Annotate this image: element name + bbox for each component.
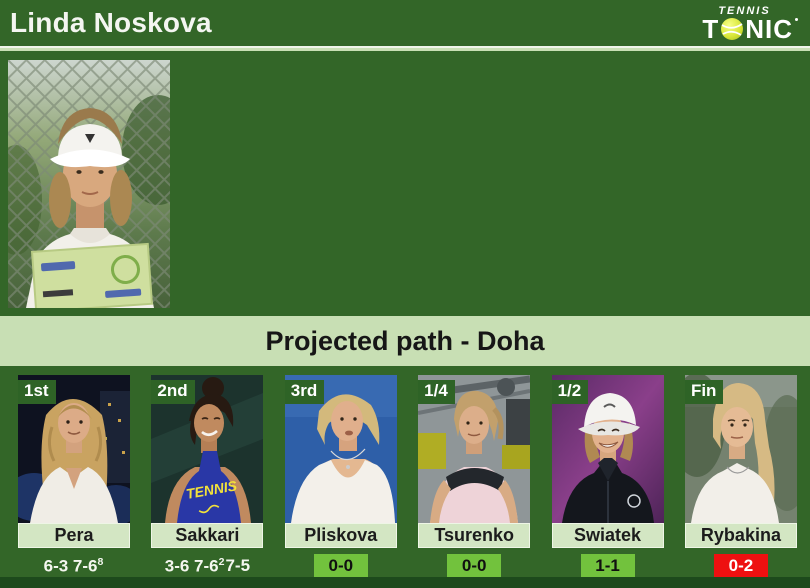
projected-path-cards: 1st Pera 6-3 7-68 — [0, 375, 810, 581]
h2h-record: 1-1 — [580, 554, 635, 578]
bottom-strip — [0, 577, 810, 588]
h2h-record: 0-0 — [447, 554, 502, 578]
header-divider — [0, 46, 810, 51]
h2h-record: 0-0 — [313, 554, 368, 578]
round-label: 1/2 — [551, 380, 589, 404]
opponent-card-rybakina: Fin Rybakina 0-2 — [684, 375, 797, 581]
trademark-dot — [795, 18, 798, 21]
result-row: 0-0 — [418, 551, 530, 581]
opponent-photo: TENNIS 2nd — [151, 375, 264, 523]
opponent-card-swiatek: 1/2 Swiatek 1-1 — [551, 375, 664, 581]
opponent-name: Tsurenko — [418, 523, 531, 548]
opponent-photo: 1/4 — [418, 375, 531, 523]
tennis-tonic-logo: TENNIS T NIC — [702, 6, 798, 42]
result-row: 0-2 — [685, 551, 797, 581]
opponent-name: Swiatek — [551, 523, 664, 548]
brand-letters-nic: NIC — [745, 14, 793, 44]
result-row: 0-0 — [285, 551, 397, 581]
result-row: 3-6 7-627-5 — [151, 551, 263, 581]
opponent-photo: 1st — [18, 375, 130, 523]
round-label: Fin — [684, 380, 724, 404]
player-photo — [8, 60, 170, 308]
header-bar: Linda Noskova TENNIS T NIC — [0, 0, 810, 46]
opponent-card-pliskova: 3rd Pliskova 0-0 — [284, 375, 397, 581]
opponent-card-pera: 1st Pera 6-3 7-68 — [18, 375, 130, 581]
banner-title: Projected path - Doha — [265, 325, 545, 356]
round-label: 1st — [18, 380, 56, 404]
result-row: 1-1 — [552, 551, 664, 581]
round-label: 3rd — [284, 380, 325, 404]
opponent-name: Pera — [18, 523, 130, 548]
h2h-score: 3-6 7-627-5 — [164, 555, 251, 576]
opponent-name: Rybakina — [684, 523, 797, 548]
opponent-photo: 1/2 — [551, 375, 664, 523]
brand-letter-t: T — [702, 14, 720, 44]
round-label: 2nd — [151, 380, 195, 404]
opponent-name: Sakkari — [151, 523, 264, 548]
h2h-record: 0-2 — [713, 554, 768, 578]
h2h-score: 6-3 7-68 — [43, 555, 104, 576]
result-row: 6-3 7-68 — [18, 551, 130, 581]
tennis-ball-icon — [720, 17, 744, 41]
round-label: 1/4 — [418, 380, 455, 404]
opponent-name: Pliskova — [284, 523, 397, 548]
brand-word-tonic: T NIC — [702, 16, 798, 42]
brand-word-tennis: TENNIS — [718, 5, 771, 17]
opponent-photo: Fin — [684, 375, 797, 523]
opponent-photo: 3rd — [284, 375, 397, 523]
section-banner: Projected path - Doha — [0, 316, 810, 366]
opponent-card-sakkari: TENNIS 2nd Sakkari 3-6 7-627-5 — [151, 375, 264, 581]
opponent-card-tsurenko: 1/4 Tsurenko 0-0 — [418, 375, 531, 581]
page-title: Linda Noskova — [10, 7, 212, 38]
